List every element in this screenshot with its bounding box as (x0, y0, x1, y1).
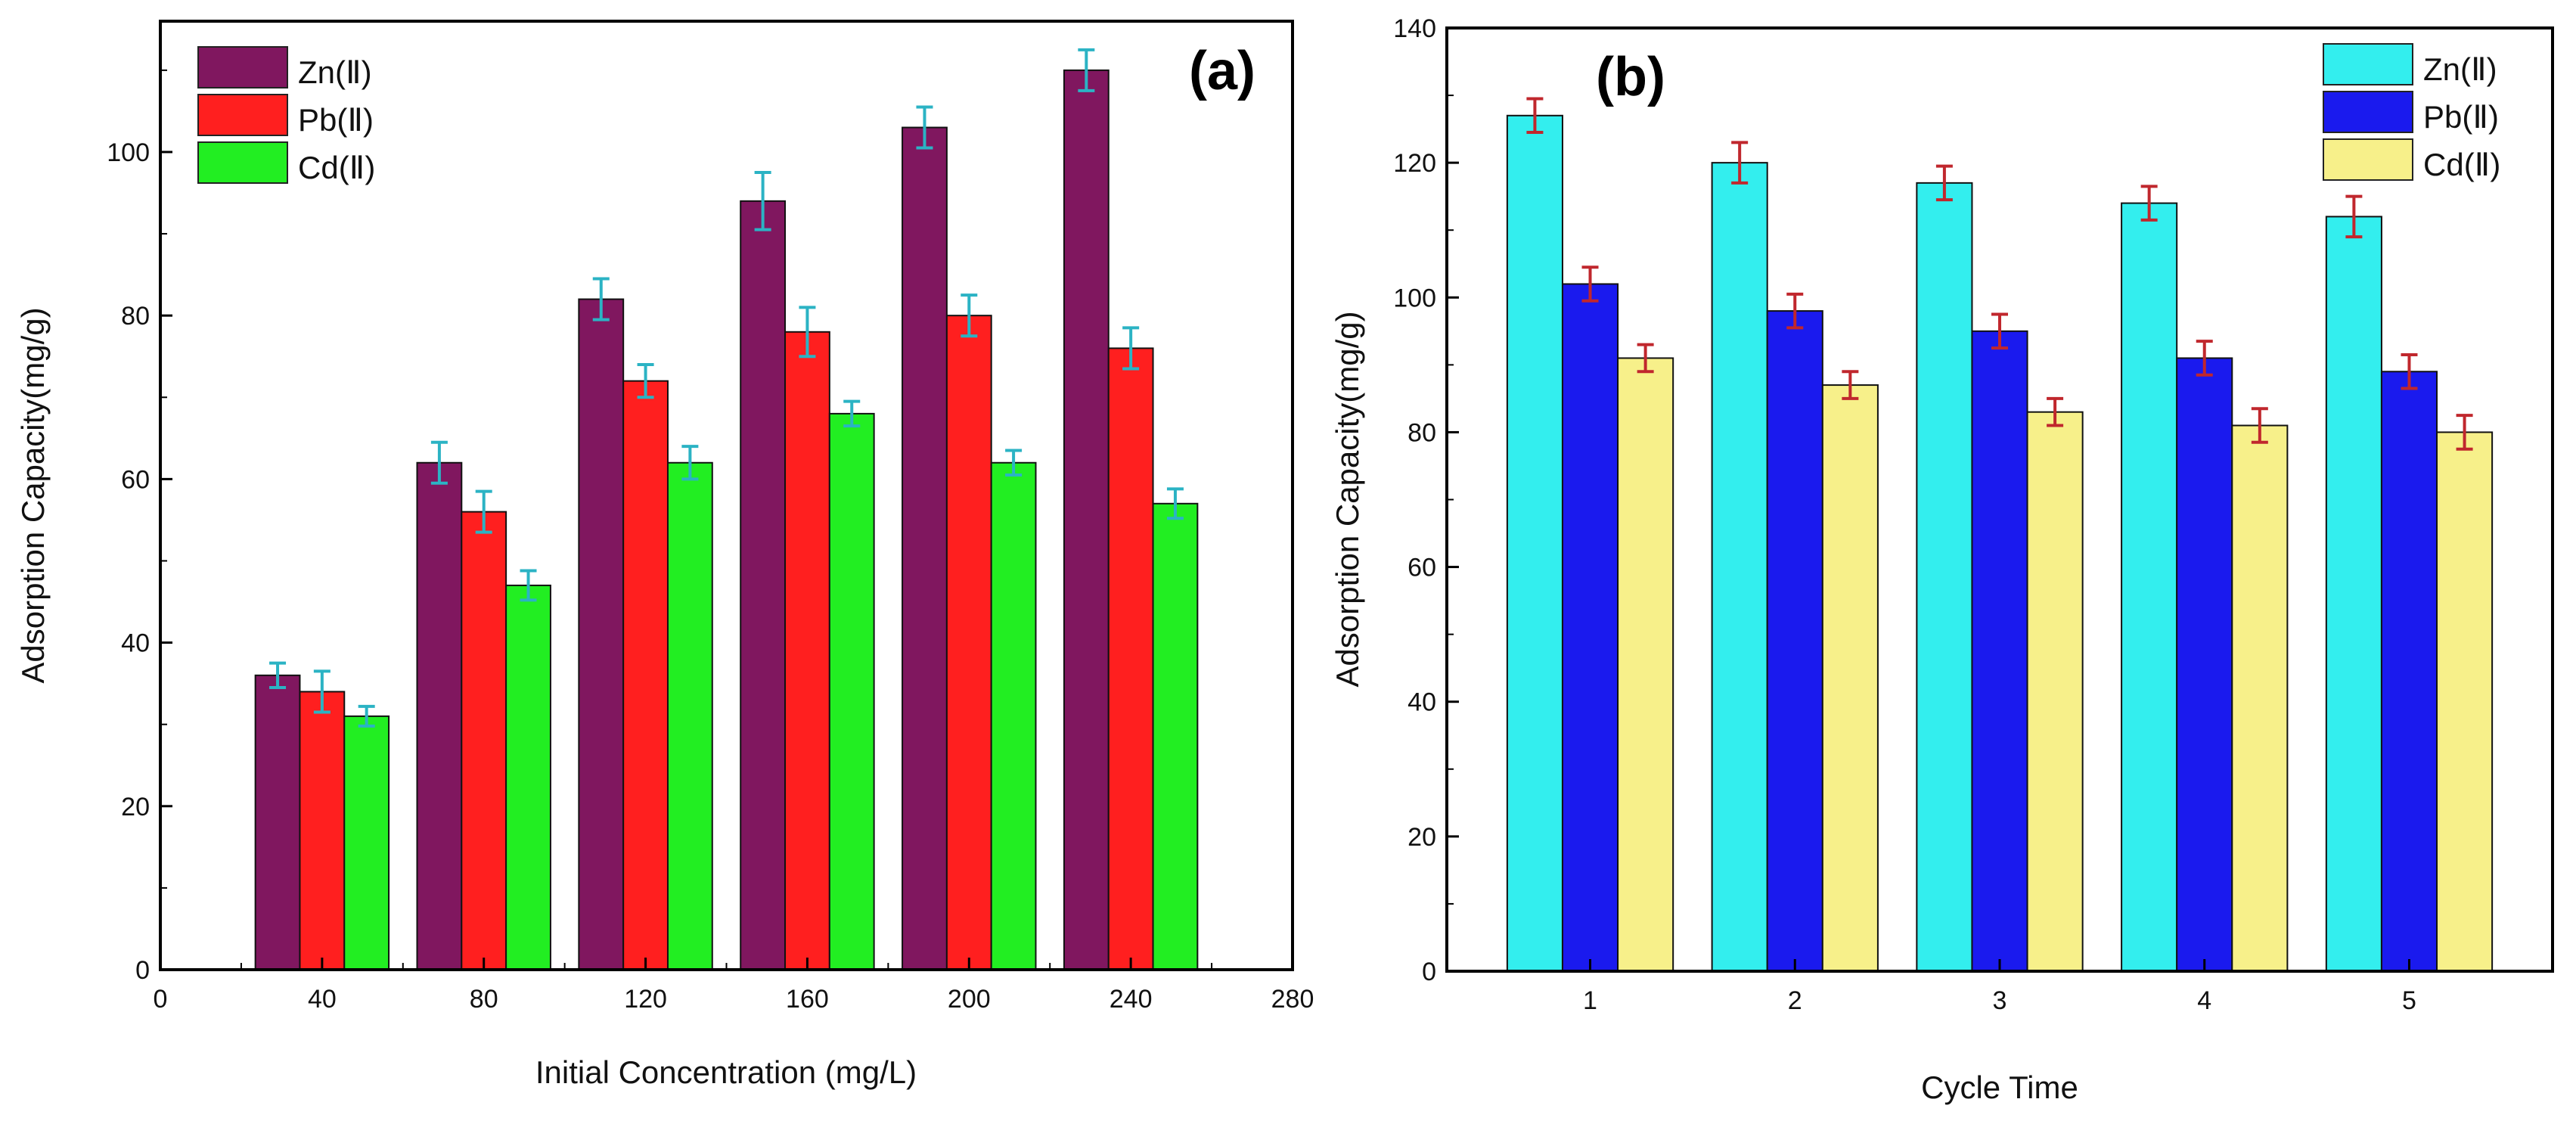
chart-a-x-axis: 0 40 80 120 160 200 240 280 (154, 958, 1314, 1014)
chart-a-legend-swatch-cd (197, 141, 288, 184)
chart-b-bar-zn-3 (1916, 182, 1973, 973)
chart-a-y-axis-title: Adsorption Capacity(mg/g) (15, 307, 51, 683)
chart-b-bar-cd-3 (2026, 411, 2084, 972)
chart-b-legend-label-pb: Pb(Ⅱ) (2423, 99, 2499, 135)
chart-a-bar-pb-80 (461, 511, 507, 970)
chart-b-bar-pb-1 (1561, 283, 1619, 972)
chart-b-y-tick-label-20: 20 (1407, 823, 1436, 852)
chart-a-y-axis: 0 20 40 60 80 100 (107, 69, 172, 985)
chart-a-bar-zn-120 (578, 298, 625, 971)
chart-b-bar-pb-3 (1971, 330, 2028, 973)
chart-b-bar-pb-2 (1766, 310, 1823, 973)
chart-b-y-tick-label-60: 60 (1407, 554, 1436, 582)
chart-b-y-axis-title: Adsorption Capacity(mg/g) (1330, 311, 1365, 687)
chart-a-bar-pb-120 (622, 380, 669, 971)
chart-a-bar-zn-240 (1063, 69, 1110, 971)
chart-b-bar-cd-1 (1617, 357, 1674, 972)
chart-a-legend-swatch-zn (197, 46, 288, 88)
chart-panel-b: 0 20 40 60 80 100 120 140 1 2 3 4 5 Cycle Time Adso… (1330, 14, 2554, 1105)
chart-b-bar-zn-4 (2121, 202, 2178, 973)
chart-b-y-tick-label-140: 140 (1393, 14, 1436, 43)
chart-a-bar-cd-40 (343, 715, 390, 971)
chart-b-y-tick-label-40: 40 (1407, 688, 1436, 717)
chart-a-legend-label-cd: Cd(Ⅱ) (298, 150, 375, 185)
chart-a-y-tick-label-20: 20 (121, 793, 150, 821)
chart-a-bar-pb-40 (299, 691, 346, 971)
chart-a-bar-zn-160 (740, 200, 787, 970)
chart-a-bar-cd-160 (828, 412, 875, 970)
chart-b-legend-label-zn: Zn(Ⅱ) (2423, 51, 2497, 87)
chart-a-bar-zn-40 (254, 674, 301, 970)
chart-a-bars (254, 69, 1199, 971)
chart-a-x-tick-label-80: 80 (470, 985, 498, 1014)
chart-b-legend-label-cd: Cd(Ⅱ) (2423, 147, 2500, 182)
chart-a-bar-pb-200 (945, 315, 992, 970)
chart-b-bar-zn-2 (1711, 162, 1768, 973)
chart-a-y-tick-label-40: 40 (121, 629, 150, 658)
chart-b-y-tick-label-80: 80 (1407, 418, 1436, 447)
chart-b-bar-pb-5 (2380, 371, 2438, 972)
chart-a-bar-zn-80 (416, 461, 463, 970)
chart-b-bar-zn-1 (1506, 114, 1563, 973)
chart-b-legend-swatch-pb (2323, 91, 2413, 133)
chart-b-x-tick-label-1: 1 (1583, 986, 1597, 1015)
chart-a-bar-cd-240 (1152, 502, 1199, 970)
chart-a-x-tick-label-40: 40 (308, 985, 337, 1014)
chart-b-legend-swatch-cd (2323, 138, 2413, 181)
chart-a-legend-swatch-pb (197, 94, 288, 136)
chart-b-x-tick-label-5: 5 (2402, 986, 2416, 1015)
chart-a-bar-pb-160 (784, 331, 830, 970)
chart-b-x-tick-label-3: 3 (1993, 986, 2007, 1015)
chart-a-legend-label-zn: Zn(Ⅱ) (298, 54, 372, 90)
chart-b-x-axis-title: Cycle Time (1921, 1070, 2078, 1105)
chart-b-bar-cd-5 (2436, 431, 2494, 972)
chart-b-bar-cd-2 (1821, 384, 1879, 973)
chart-a-bar-cd-80 (505, 584, 551, 971)
chart-panel-a: 0 20 40 60 80 100 0 40 80 120 160 200 240 280 Initia… (15, 20, 1314, 1090)
chart-b-x-tick-label-4: 4 (2197, 986, 2211, 1015)
chart-b-y-tick-label-0: 0 (1422, 958, 1436, 986)
chart-a-x-tick-label-240: 240 (1110, 985, 1153, 1014)
chart-a-x-tick-label-280: 280 (1271, 985, 1314, 1014)
chart-a-y-tick-label-0: 0 (135, 956, 150, 985)
chart-a-y-tick-label-100: 100 (107, 138, 150, 167)
chart-b-bars (1506, 114, 2494, 973)
chart-a-error-bars (269, 48, 1184, 728)
chart-b-legend: Zn(Ⅱ) Pb(Ⅱ) Cd(Ⅱ) (2323, 43, 2500, 182)
chart-a-bar-cd-200 (990, 461, 1037, 970)
chart-a-bar-zn-200 (902, 126, 948, 971)
chart-a-x-tick-label-200: 200 (948, 985, 991, 1014)
chart-a-legend: Zn(Ⅱ) Pb(Ⅱ) Cd(Ⅱ) (197, 46, 375, 185)
chart-a-legend-label-pb: Pb(Ⅱ) (298, 102, 374, 138)
chart-a-x-tick-label-120: 120 (624, 985, 667, 1014)
chart-b-x-axis: 1 2 3 4 5 (1583, 959, 2416, 1015)
chart-b-bar-cd-4 (2231, 424, 2289, 972)
chart-a-x-tick-label-160: 160 (786, 985, 829, 1014)
chart-a-y-tick-label-80: 80 (121, 302, 150, 331)
chart-a-bar-pb-240 (1107, 347, 1154, 970)
chart-b-error-bars (1526, 97, 2473, 451)
chart-a-x-tick-label-0: 0 (154, 985, 168, 1014)
chart-b-y-axis: 0 20 40 60 80 100 120 140 (1393, 14, 1459, 986)
chart-a-panel-label: (a) (1189, 41, 1255, 101)
chart-b-x-tick-label-2: 2 (1788, 986, 1802, 1015)
chart-b-y-tick-label-120: 120 (1393, 149, 1436, 178)
chart-b-legend-swatch-zn (2323, 43, 2413, 85)
chart-a-x-axis-title: Initial Concentration (mg/L) (535, 1054, 917, 1090)
chart-b-bar-pb-4 (2176, 357, 2233, 972)
chart-b-panel-label: (b) (1596, 47, 1665, 107)
chart-a-y-tick-label-60: 60 (121, 465, 150, 494)
chart-a-bar-cd-120 (666, 461, 713, 970)
chart-b-bar-zn-5 (2325, 216, 2382, 972)
chart-b-y-tick-label-100: 100 (1393, 284, 1436, 312)
